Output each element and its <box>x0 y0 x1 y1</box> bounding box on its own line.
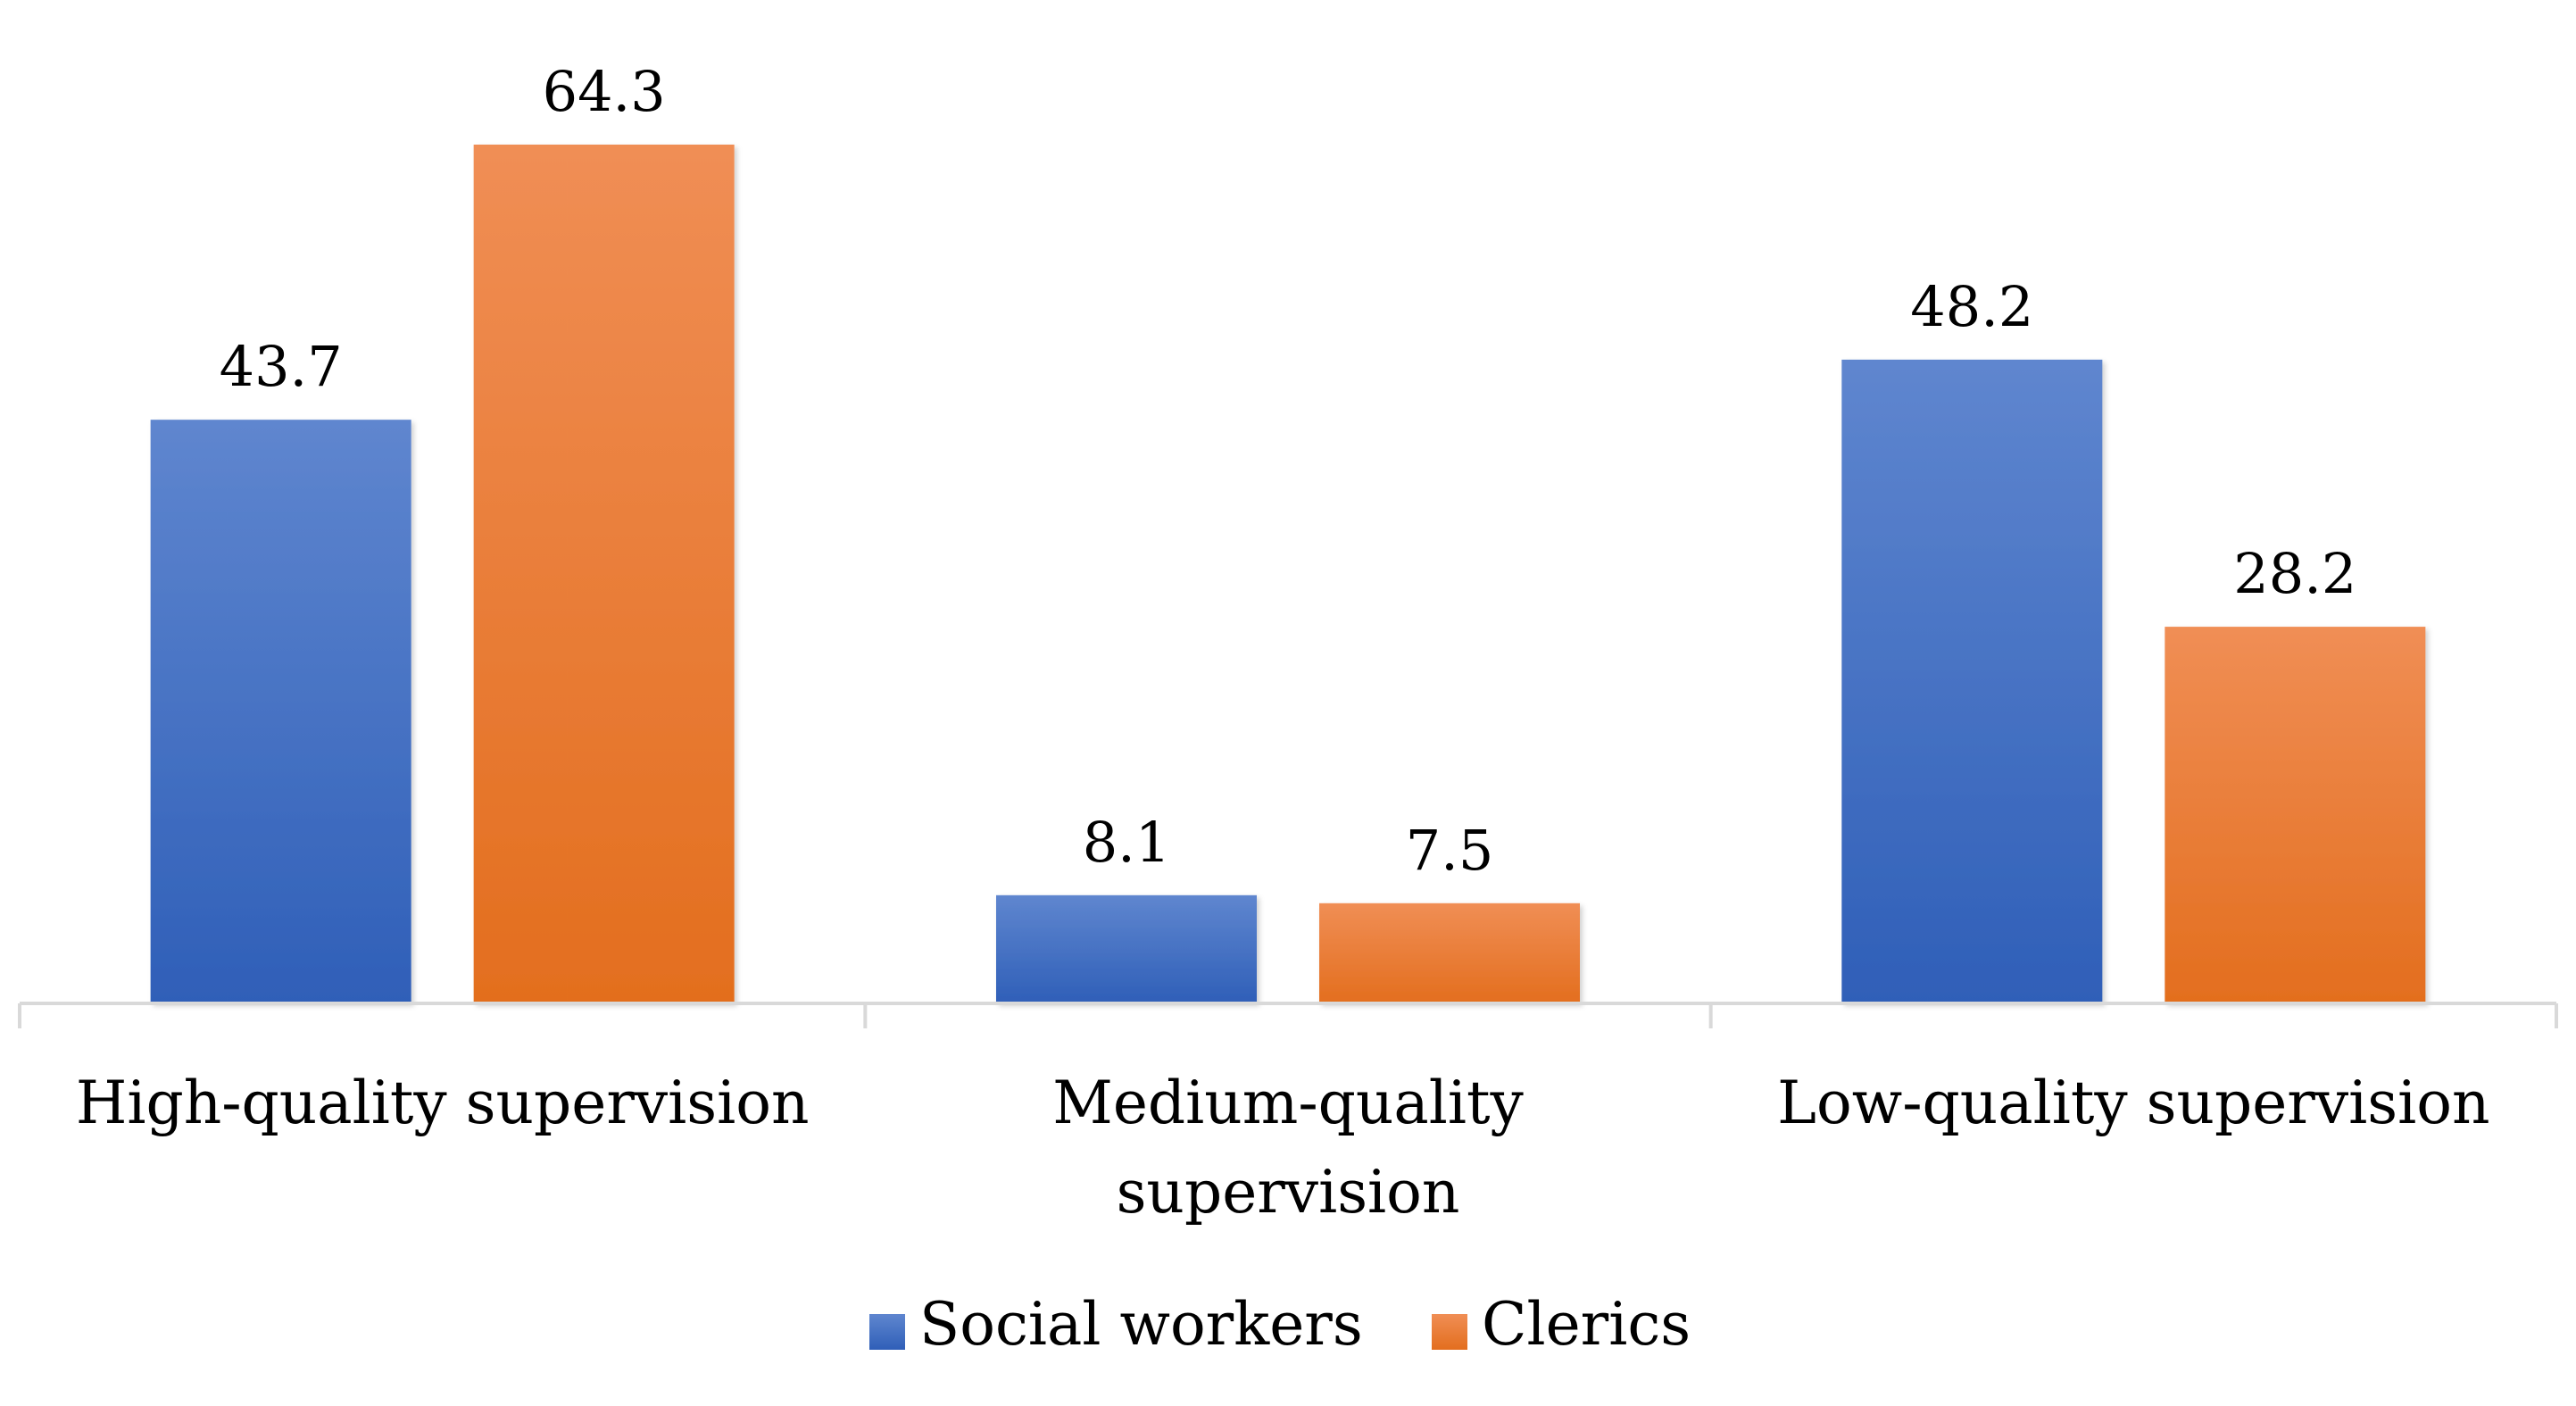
category-labels-group: High-quality supervision Medium-quality su… <box>76 1069 2490 1227</box>
x-tick-label: Medium-quality <box>1052 1069 1524 1137</box>
legend: Social workers Clerics <box>869 1290 1691 1359</box>
data-label: 43.7 <box>220 334 343 399</box>
x-tick-label: supervision <box>1117 1158 1460 1227</box>
bar-clerics-0 <box>473 145 735 1003</box>
data-label: 7.5 <box>1406 818 1494 883</box>
bar-clerics-2 <box>2165 627 2426 1003</box>
bar-social-workers-2 <box>1841 359 2103 1003</box>
legend-label: Clerics <box>1482 1290 1691 1359</box>
data-label: 64.3 <box>543 59 666 124</box>
data-label: 48.2 <box>1910 274 2033 339</box>
x-axis <box>18 1002 2558 1028</box>
x-tick-label: High-quality supervision <box>76 1069 810 1137</box>
bar-clerics-1 <box>1319 903 1580 1003</box>
bar-social-workers-0 <box>150 420 411 1003</box>
data-labels-group: 43.7 64.3 8.1 7.5 48.2 28.2 <box>220 59 2357 883</box>
data-label: 28.2 <box>2233 541 2356 606</box>
bars-group <box>150 145 2426 1003</box>
legend-swatch-clerics <box>1432 1314 1467 1350</box>
legend-swatch-social-workers <box>869 1314 905 1350</box>
data-label: 8.1 <box>1083 810 1171 875</box>
legend-label: Social workers <box>919 1290 1363 1359</box>
bar-social-workers-1 <box>996 894 1257 1003</box>
x-tick-label: Low-quality supervision <box>1777 1069 2489 1137</box>
